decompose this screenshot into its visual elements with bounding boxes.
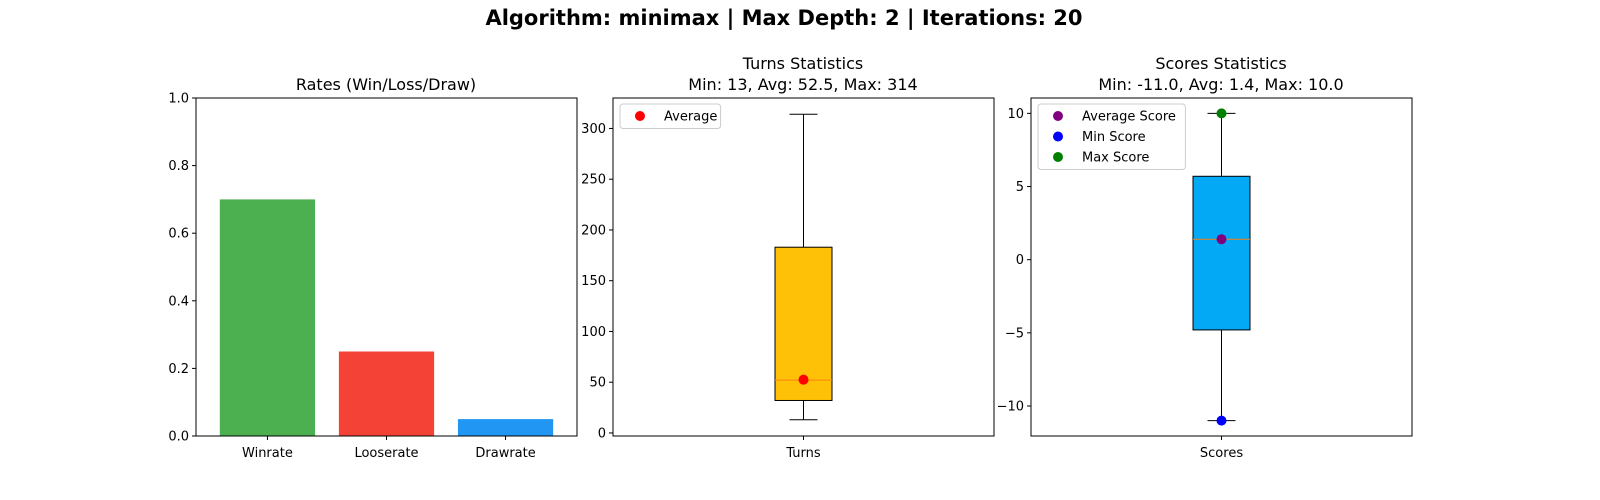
scores-point-average-score	[1216, 234, 1227, 245]
rates-bar-looserate	[338, 351, 435, 436]
turns-axes-frame	[612, 97, 995, 437]
rates-chart-title: Rates (Win/Loss/Draw)	[296, 75, 476, 94]
turns-ytick-label: 250	[581, 173, 606, 188]
scores-legend-label: Max Score	[1082, 151, 1149, 166]
scores-point-max-score	[1216, 108, 1227, 119]
rates-ytick-label: 0.6	[168, 227, 189, 242]
turns-chart: Turns Statistics Min: 13, Avg: 52.5, Max…	[581, 54, 995, 461]
rates-bar-winrate	[219, 199, 316, 436]
scores-legend-marker	[1053, 152, 1063, 162]
rates-bar-drawrate	[457, 419, 554, 436]
figure-suptitle: Algorithm: minimax | Max Depth: 2 | Iter…	[485, 6, 1082, 31]
scores-xtick-label: Scores	[1200, 446, 1243, 461]
turns-chart-title: Turns Statistics	[742, 54, 863, 73]
rates-xtick-label: Drawrate	[475, 446, 535, 461]
turns-chart-subtitle: Min: 13, Avg: 52.5, Max: 314	[688, 75, 917, 94]
scores-ytick-label: 5	[1016, 180, 1024, 195]
scores-legend: Average Score Min Score Max Score	[1037, 103, 1186, 170]
scores-legend-label: Min Score	[1082, 130, 1146, 145]
turns-ytick-label: 100	[581, 325, 606, 340]
scores-axes-frame	[1030, 97, 1413, 437]
turns-point-average	[798, 374, 809, 385]
turns-legend-label: Average	[664, 110, 717, 125]
scores-legend-box	[1037, 103, 1186, 170]
turns-legend-marker	[635, 111, 645, 121]
turns-legend-box	[619, 103, 722, 129]
scores-legend-label: Average Score	[1082, 110, 1176, 125]
rates-ytick-label: 1.0	[168, 92, 189, 107]
rates-ytick-label: 0.8	[168, 159, 189, 174]
scores-ytick-label: 10	[1007, 107, 1024, 122]
scores-ytick-label: −10	[997, 400, 1024, 415]
turns-xtick-label: Turns	[785, 446, 821, 461]
rates-ytick-label: 0.0	[168, 430, 189, 445]
scores-box	[1192, 175, 1251, 331]
turns-ytick-label: 200	[581, 223, 606, 238]
scores-legend-marker	[1053, 111, 1063, 121]
turns-ytick-label: 50	[589, 376, 606, 391]
scores-chart: Scores Statistics Min: -11.0, Avg: 1.4, …	[997, 54, 1413, 461]
rates-ytick-label: 0.2	[168, 362, 189, 377]
turns-ytick-label: 150	[581, 274, 606, 289]
turns-legend: Average	[619, 103, 722, 129]
scores-point-min-score	[1216, 415, 1227, 426]
scores-chart-title: Scores Statistics	[1155, 54, 1286, 73]
rates-xtick-label: Winrate	[242, 446, 293, 461]
scores-chart-subtitle: Min: -11.0, Avg: 1.4, Max: 10.0	[1098, 75, 1343, 94]
turns-ytick-label: 300	[581, 122, 606, 137]
turns-ytick-label: 0	[598, 426, 606, 441]
rates-ytick-label: 0.4	[168, 294, 189, 309]
scores-ytick-label: −5	[1005, 326, 1024, 341]
rates-axes-frame	[195, 97, 578, 437]
rates-xtick-label: Looserate	[354, 446, 418, 461]
scores-ytick-label: 0	[1016, 253, 1024, 268]
scores-legend-marker	[1053, 131, 1063, 142]
rates-chart: Rates (Win/Loss/Draw) 0.0 0.2 0.4 0.6 0.8 1.0…	[168, 75, 578, 461]
